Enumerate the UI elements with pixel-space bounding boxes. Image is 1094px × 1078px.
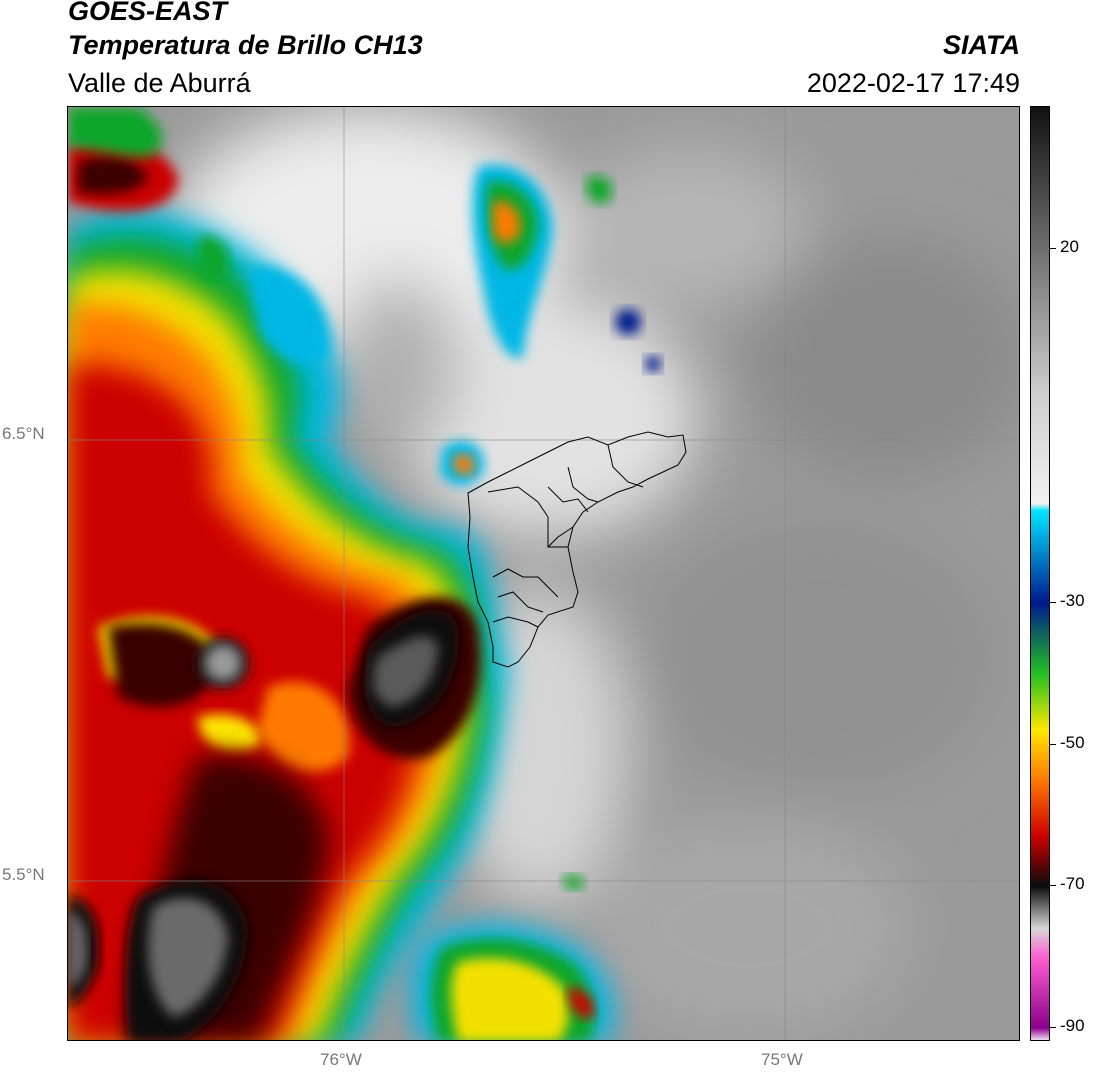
isolated-cells: [411, 164, 661, 1040]
colorbar: [1030, 106, 1050, 1041]
colorbar-tick: [1050, 743, 1056, 745]
satellite-title: GOES-EAST: [68, 0, 228, 26]
agency-title: SIATA: [943, 30, 1020, 60]
colorbar-tick: [1050, 1026, 1056, 1028]
convective-complex-west: [68, 107, 508, 1040]
colorbar-gradient: [1031, 107, 1049, 1040]
colorbar-tick-label: 20: [1060, 236, 1079, 256]
colorbar-tick-label: -30: [1060, 590, 1085, 610]
datetime-title: 2022-02-17 17:49: [806, 68, 1020, 98]
lat-label-south: 5.5°N: [2, 865, 45, 884]
satellite-map[interactable]: [67, 106, 1020, 1041]
lon-label-east: 75°W: [761, 1050, 803, 1069]
lon-label-west: 76°W: [320, 1050, 362, 1069]
region-title: Valle de Aburrá: [68, 68, 251, 98]
municipality-outlines: [467, 431, 687, 668]
product-title: Temperatura de Brillo CH13: [68, 30, 423, 60]
graticule: [68, 107, 1019, 1040]
lat-label-north: 6.5°N: [2, 424, 45, 443]
map-canvas: [68, 107, 1019, 1040]
colorbar-tick: [1050, 601, 1056, 603]
colorbar-tick-label: -50: [1060, 732, 1085, 752]
colorbar-tick-label: -70: [1060, 874, 1085, 894]
colorbar-tick: [1050, 885, 1056, 887]
colorbar-tick-label: -90: [1060, 1015, 1085, 1035]
colorbar-tick: [1050, 247, 1056, 249]
